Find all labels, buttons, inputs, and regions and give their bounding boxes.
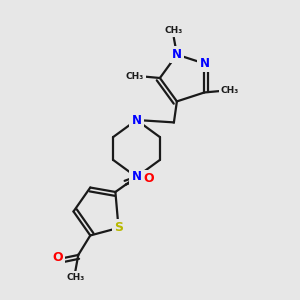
- Text: N: N: [131, 113, 142, 127]
- Text: N: N: [131, 170, 142, 184]
- Text: N: N: [172, 48, 182, 61]
- Text: CH₃: CH₃: [165, 26, 183, 35]
- Text: CH₃: CH₃: [126, 72, 144, 81]
- Text: O: O: [52, 251, 63, 265]
- Text: CH₃: CH₃: [221, 86, 239, 95]
- Text: CH₃: CH₃: [66, 273, 84, 282]
- Text: S: S: [114, 221, 123, 234]
- Text: O: O: [144, 172, 154, 185]
- Text: N: N: [200, 57, 209, 70]
